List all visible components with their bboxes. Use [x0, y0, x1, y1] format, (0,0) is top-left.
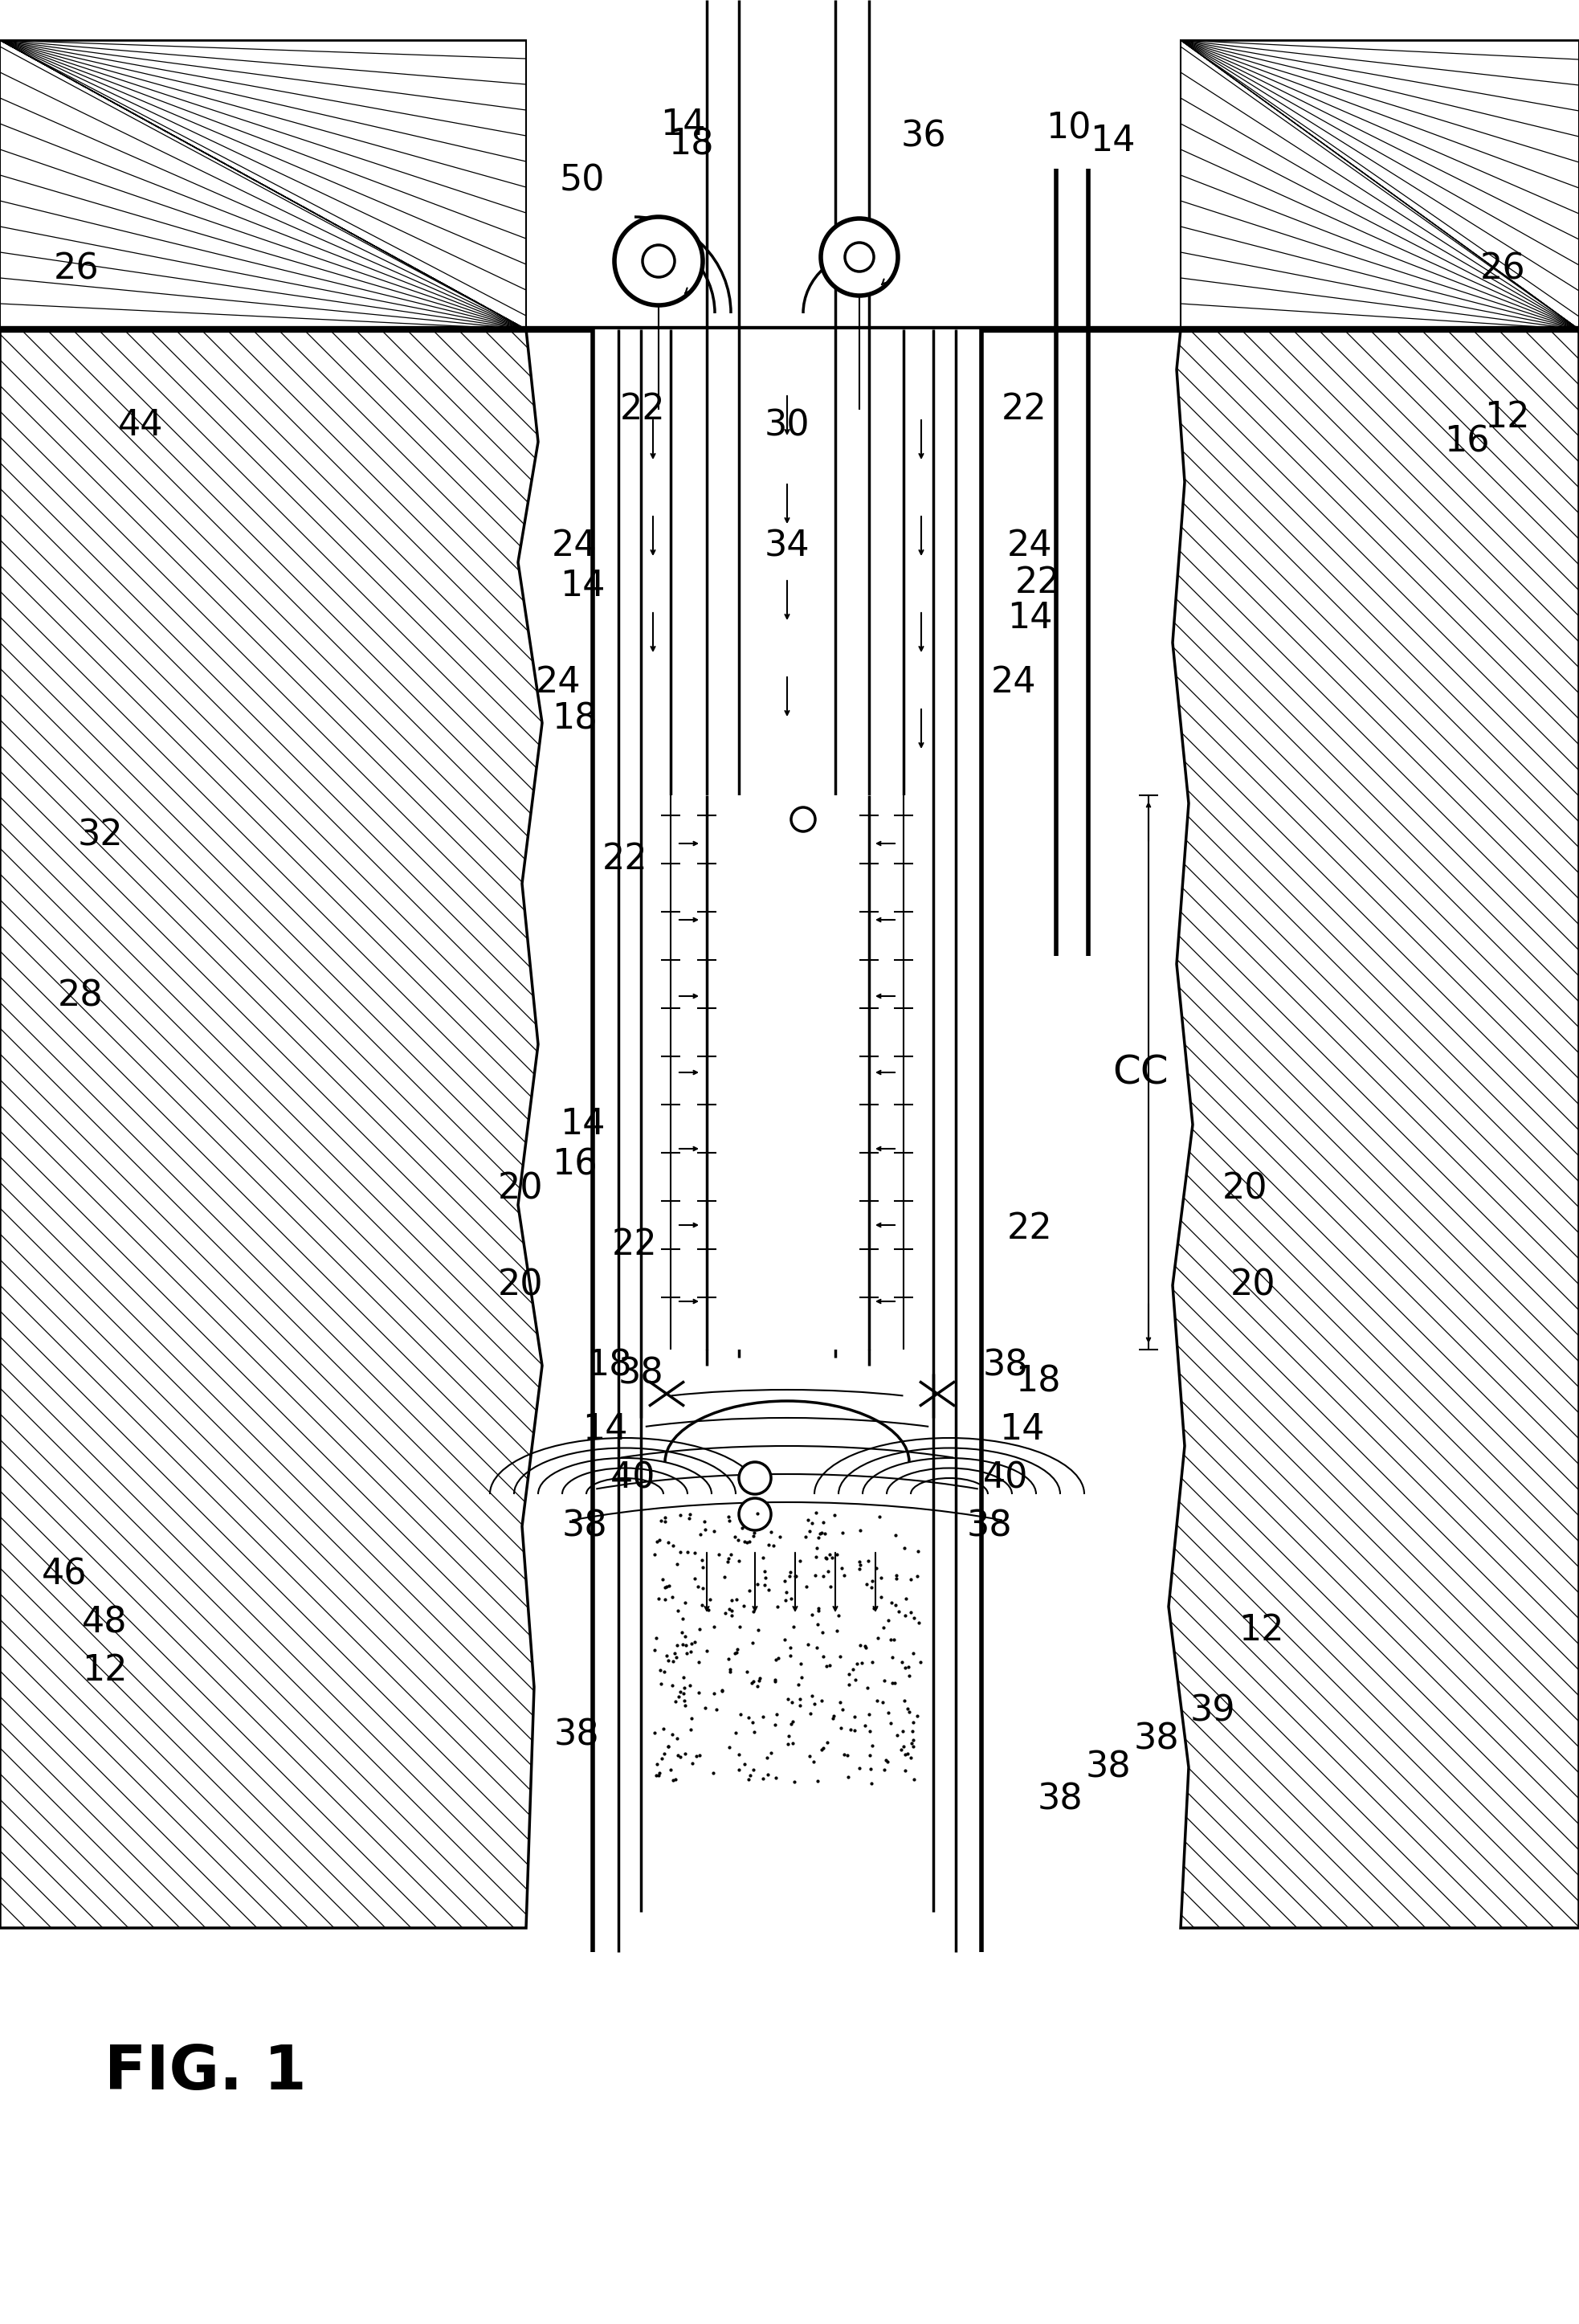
- Polygon shape: [644, 795, 930, 1350]
- Text: 12: 12: [1484, 400, 1530, 435]
- Text: FIG. 1: FIG. 1: [104, 2043, 306, 2103]
- Text: 38: 38: [554, 1717, 600, 1752]
- Text: 20: 20: [497, 1171, 543, 1206]
- Text: 20: 20: [497, 1269, 543, 1301]
- Text: 14: 14: [660, 107, 706, 142]
- Text: 22: 22: [602, 841, 647, 876]
- Text: 14: 14: [1000, 1413, 1044, 1448]
- Text: 46: 46: [41, 1557, 87, 1592]
- Text: 14: 14: [1007, 602, 1052, 637]
- Text: 18: 18: [586, 1348, 632, 1383]
- Circle shape: [739, 1499, 771, 1529]
- Text: 26: 26: [1480, 251, 1525, 286]
- Text: 22: 22: [611, 1227, 657, 1262]
- Text: 38: 38: [1134, 1722, 1180, 1757]
- Text: 22: 22: [1015, 565, 1061, 600]
- Text: 16: 16: [1443, 425, 1489, 460]
- Circle shape: [845, 242, 873, 272]
- Text: 50: 50: [559, 163, 605, 198]
- Polygon shape: [1181, 40, 1579, 330]
- Circle shape: [821, 218, 898, 295]
- Text: 38: 38: [1086, 1750, 1131, 1785]
- Text: 24: 24: [551, 530, 597, 562]
- Text: 24: 24: [535, 665, 581, 700]
- Circle shape: [614, 216, 703, 304]
- Text: 44: 44: [118, 409, 163, 444]
- Text: 22: 22: [619, 393, 665, 428]
- Text: 14: 14: [559, 569, 605, 604]
- Text: 14: 14: [583, 1413, 627, 1448]
- Circle shape: [739, 1462, 771, 1494]
- Polygon shape: [592, 330, 982, 1952]
- Text: 34: 34: [764, 530, 810, 562]
- Text: 36: 36: [902, 119, 946, 153]
- Text: 26: 26: [54, 251, 99, 286]
- Text: 38: 38: [562, 1508, 608, 1543]
- Text: 38: 38: [617, 1357, 663, 1392]
- Text: 24: 24: [992, 665, 1036, 700]
- Text: 22: 22: [1007, 1211, 1053, 1246]
- Text: 14: 14: [559, 1106, 605, 1141]
- Text: 40: 40: [982, 1462, 1028, 1494]
- Text: 38: 38: [966, 1508, 1012, 1543]
- Text: 20: 20: [1230, 1269, 1276, 1301]
- Text: 12: 12: [1238, 1613, 1284, 1648]
- Text: 20: 20: [1222, 1171, 1268, 1206]
- Text: CC: CC: [1113, 1053, 1168, 1092]
- Text: 40: 40: [609, 1462, 655, 1494]
- Text: 38: 38: [1037, 1783, 1083, 1817]
- Text: 18: 18: [551, 702, 597, 737]
- Text: 22: 22: [1001, 393, 1047, 428]
- Text: 30: 30: [764, 409, 810, 444]
- Polygon shape: [1168, 330, 1579, 1929]
- Text: 10: 10: [1045, 112, 1091, 146]
- Text: 12: 12: [82, 1655, 128, 1687]
- Text: 18: 18: [668, 128, 714, 163]
- Text: 24: 24: [1007, 530, 1052, 562]
- Polygon shape: [0, 40, 526, 330]
- Text: 38: 38: [982, 1348, 1028, 1383]
- Text: 28: 28: [57, 978, 103, 1013]
- Circle shape: [643, 244, 674, 277]
- Polygon shape: [0, 330, 542, 1929]
- Polygon shape: [644, 1501, 930, 1792]
- Text: 18: 18: [1015, 1364, 1061, 1399]
- Text: 32: 32: [77, 818, 123, 853]
- Circle shape: [791, 806, 815, 832]
- Text: 14: 14: [1090, 123, 1135, 158]
- Text: 16: 16: [551, 1148, 597, 1183]
- Text: 39: 39: [1191, 1694, 1235, 1729]
- Text: 48: 48: [82, 1606, 126, 1641]
